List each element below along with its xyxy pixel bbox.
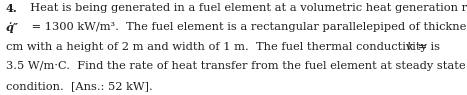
- Text: Heat is being generated in a fuel element at a volumetric heat generation rate o: Heat is being generated in a fuel elemen…: [23, 3, 467, 13]
- Text: 3.5 W/m·C.  Find the rate of heat transfer from the fuel element at steady state: 3.5 W/m·C. Find the rate of heat transfe…: [6, 61, 465, 71]
- Text: 4.: 4.: [6, 3, 17, 14]
- Text: k: k: [406, 42, 413, 52]
- Text: = 1300 kW/m³.  The fuel element is a rectangular parallelepiped of thickness 2: = 1300 kW/m³. The fuel element is a rect…: [28, 22, 467, 32]
- Text: q̇″: q̇″: [6, 22, 19, 33]
- Text: cm with a height of 2 m and width of 1 m.  The fuel thermal conductivity is: cm with a height of 2 m and width of 1 m…: [6, 42, 443, 52]
- Text: =: =: [414, 42, 427, 52]
- Text: condition.  [Ans.: 52 kW].: condition. [Ans.: 52 kW].: [6, 81, 152, 91]
